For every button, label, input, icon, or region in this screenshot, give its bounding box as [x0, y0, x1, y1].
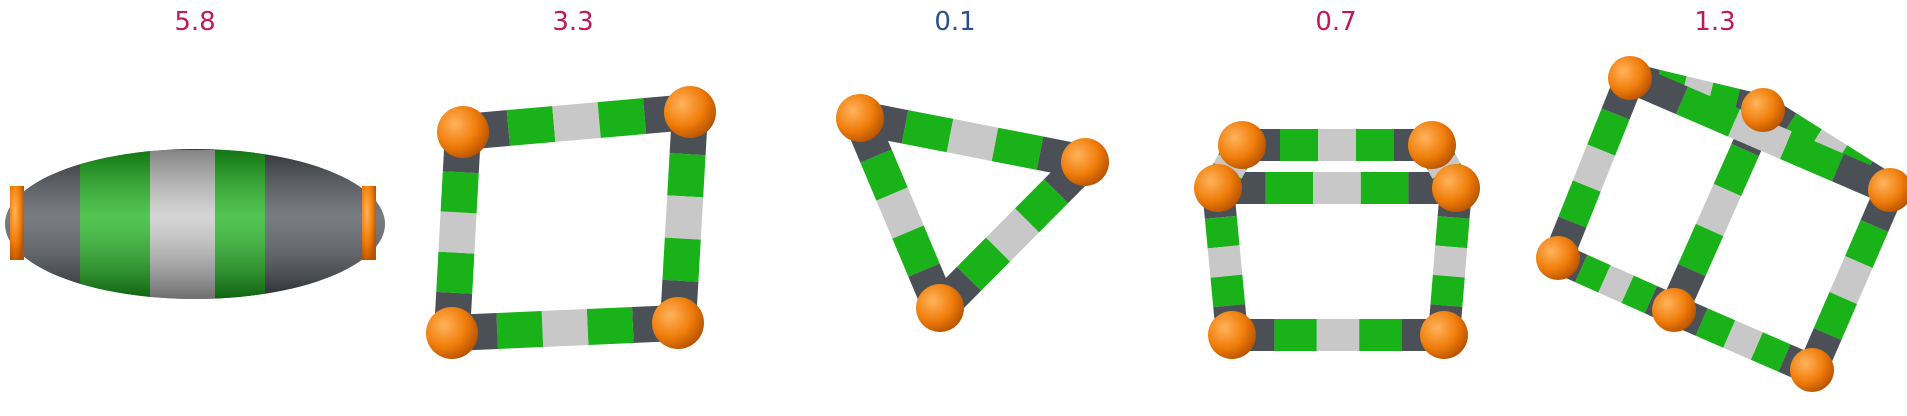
- bond-segment: [438, 211, 477, 254]
- vertex-atom: [1061, 138, 1109, 186]
- vertex-atom: [1432, 164, 1480, 212]
- vertex-atom: [1790, 348, 1834, 392]
- bond-segment: [1430, 274, 1465, 307]
- bond-segment: [506, 106, 556, 146]
- bond-segment: [1723, 320, 1763, 360]
- bond-segment: [1813, 292, 1857, 340]
- panel-3-value: 0.1: [934, 7, 976, 37]
- bond-segment: [1207, 245, 1243, 278]
- bond-segment: [1432, 245, 1468, 278]
- bond-segment: [1829, 256, 1873, 304]
- vertex-atom: [1741, 88, 1785, 132]
- vertex-atom: [1420, 311, 1468, 359]
- vertex-atom: [1208, 311, 1256, 359]
- bond-segment: [892, 225, 940, 277]
- panel-5-molecule: [1536, 56, 1907, 392]
- bond-segment: [1598, 265, 1634, 303]
- bond-segment: [1728, 109, 1792, 159]
- bond-segment: [1204, 215, 1240, 249]
- bond-segment: [956, 237, 1011, 291]
- vertex-atom: [426, 307, 478, 359]
- bond-segment: [1695, 308, 1736, 348]
- bond-segment: [552, 102, 601, 142]
- bond-segment: [1014, 179, 1069, 233]
- bond-segment: [597, 98, 647, 138]
- panel-4-value: 0.7: [1315, 7, 1357, 37]
- bond-segment: [586, 307, 634, 345]
- panel-2-value: 3.3: [552, 7, 594, 37]
- vertex-atom: [652, 297, 704, 349]
- bond-segment: [662, 237, 701, 282]
- bond-segment: [667, 153, 706, 198]
- bond-segment: [436, 251, 475, 294]
- bond-segment: [1713, 143, 1759, 197]
- bond-segment: [664, 195, 704, 240]
- vertex-atom: [1218, 121, 1266, 169]
- bond-segment: [496, 311, 544, 349]
- bond-segment: [1621, 275, 1657, 314]
- bond-segment: [1435, 216, 1470, 249]
- bond-segment: [946, 118, 999, 162]
- bond-segment: [1587, 108, 1630, 156]
- bond-segment: [1676, 86, 1740, 137]
- vertex-atom: [916, 284, 964, 332]
- vertex-atom: [1408, 121, 1456, 169]
- panel-1-molecule: [5, 149, 385, 299]
- panel-2-molecule: [426, 86, 716, 359]
- bond-segment: [860, 149, 908, 201]
- bond-segment: [1750, 332, 1791, 372]
- vertex-atom: [1536, 236, 1580, 280]
- bond-segment: [1678, 223, 1724, 277]
- vertex-atom: [1608, 56, 1652, 100]
- bond-segment: [440, 171, 479, 214]
- bond-segment: [901, 110, 954, 153]
- bond-segment: [876, 187, 924, 239]
- bond-segment: [1845, 220, 1889, 268]
- bond-segment: [1572, 144, 1616, 192]
- vertex-atom: [437, 106, 489, 158]
- vertex-atom: [1868, 168, 1907, 212]
- panel-3-molecule: [836, 94, 1109, 332]
- bond-segment: [541, 309, 589, 347]
- bond-segment: [1210, 274, 1246, 308]
- panel-1-value: 5.8: [174, 7, 216, 37]
- panel-4-molecule: [1194, 121, 1480, 359]
- vertex-atom: [836, 94, 884, 142]
- vertex-atom: [664, 86, 716, 138]
- bond-segment: [985, 208, 1040, 262]
- bond-segment: [1558, 180, 1601, 228]
- bond-segment: [991, 127, 1044, 170]
- vertex-atom: [1194, 164, 1242, 212]
- vertex-atom: [1652, 288, 1696, 332]
- bond-segment: [1780, 131, 1844, 182]
- bond-segment: [1575, 254, 1611, 293]
- bond-segment: [1695, 183, 1742, 237]
- panel-5-value: 1.3: [1694, 7, 1736, 37]
